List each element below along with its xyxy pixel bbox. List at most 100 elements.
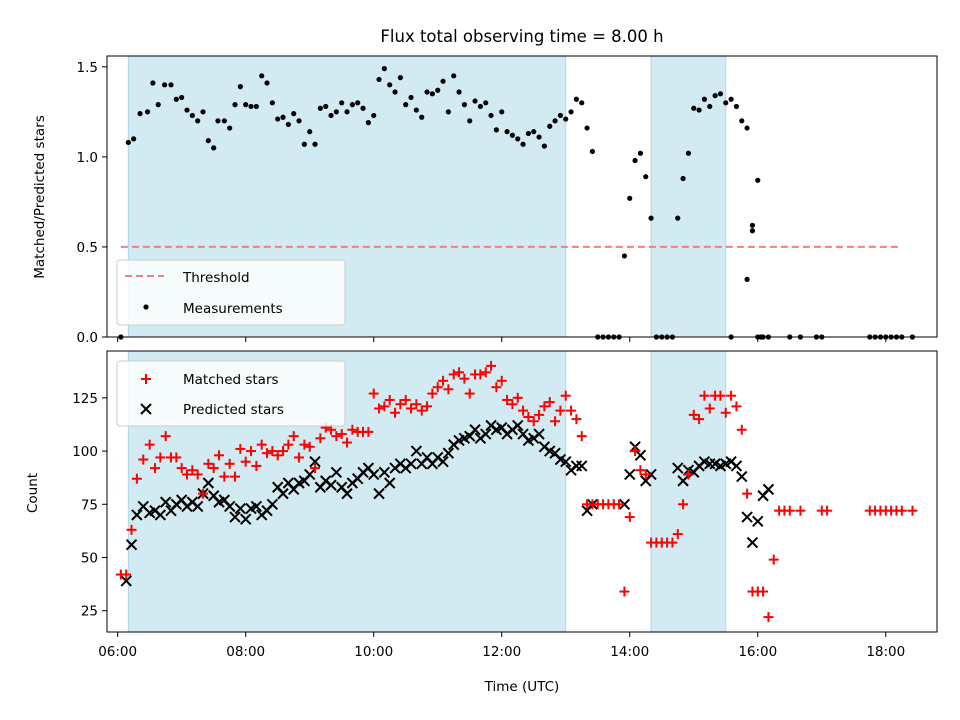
measurement-point-87 bbox=[589, 148, 596, 155]
bottom-y-tick-label-0: 25 bbox=[81, 604, 98, 620]
predicted-point-22 bbox=[239, 513, 252, 525]
measurement-point-112 bbox=[723, 100, 729, 106]
matched-point-103 bbox=[667, 537, 678, 548]
bottom-plot-area bbox=[115, 360, 918, 623]
matched-point-104 bbox=[672, 529, 683, 540]
matched-point-77 bbox=[528, 416, 539, 427]
measurement-point-95 bbox=[632, 157, 638, 164]
measurement-point-24 bbox=[253, 103, 259, 110]
predicted-point-84 bbox=[570, 460, 583, 472]
matched-point-58 bbox=[427, 388, 438, 399]
top-y-tick-label-3: 1.5 bbox=[77, 60, 98, 76]
matched-point-21 bbox=[230, 471, 241, 482]
predicted-point-73 bbox=[512, 419, 524, 432]
matched-point-6 bbox=[150, 463, 161, 474]
matched-point-74 bbox=[512, 392, 523, 403]
measurement-point-56 bbox=[424, 89, 430, 95]
measurement-point-86 bbox=[584, 125, 590, 131]
predicted-point-35 bbox=[309, 455, 321, 468]
measurement-point-54 bbox=[413, 107, 419, 113]
matched-point-69 bbox=[486, 360, 497, 371]
measurement-point-7 bbox=[162, 82, 168, 88]
bottom-y-tick-label-3: 100 bbox=[72, 444, 98, 460]
x-tick-label-0: 06:00 bbox=[98, 644, 137, 660]
measurement-point-76 bbox=[531, 129, 537, 135]
measurement-point-40 bbox=[339, 100, 345, 106]
measurements-legend-marker bbox=[143, 304, 149, 310]
measurement-point-64 bbox=[467, 118, 473, 124]
matched-point-95 bbox=[624, 512, 635, 523]
matched-point-5 bbox=[144, 439, 155, 450]
matched-point-135 bbox=[896, 505, 907, 516]
matched-point-120 bbox=[758, 586, 769, 597]
matched-point-28 bbox=[267, 446, 278, 457]
measurement-point-78 bbox=[541, 143, 548, 149]
predicted-point-59 bbox=[437, 455, 449, 468]
matched-point-13 bbox=[187, 465, 198, 476]
matched-point-109 bbox=[699, 390, 710, 401]
measurement-point-96 bbox=[637, 150, 644, 156]
predicted-point-29 bbox=[277, 487, 289, 500]
measurement-point-80 bbox=[552, 118, 558, 124]
measurement-point-13 bbox=[195, 118, 201, 124]
measurement-point-79 bbox=[547, 123, 553, 129]
bottom-axes-frame bbox=[106, 350, 938, 633]
matched-point-72 bbox=[502, 394, 513, 405]
measurement-point-94 bbox=[627, 195, 633, 201]
measurement-point-50 bbox=[392, 89, 398, 95]
measurement-point-69 bbox=[493, 127, 499, 133]
matched-point-22 bbox=[235, 443, 246, 454]
measurement-point-49 bbox=[387, 82, 393, 88]
top-legend: Threshold Measurements bbox=[116, 259, 346, 326]
matched-point-32 bbox=[288, 431, 299, 442]
measurement-point-51 bbox=[397, 75, 403, 81]
measurement-point-52 bbox=[403, 102, 409, 108]
measurement-point-12 bbox=[189, 112, 195, 119]
matched-point-110 bbox=[704, 403, 715, 414]
measurement-point-93 bbox=[621, 253, 628, 259]
measurement-point-108 bbox=[701, 96, 708, 102]
matched-point-136 bbox=[907, 505, 918, 516]
matched-point-3 bbox=[131, 473, 142, 484]
matched-point-117 bbox=[742, 488, 753, 499]
measurement-point-124 bbox=[755, 177, 761, 183]
predicted-point-15 bbox=[202, 477, 215, 489]
predicted-point-105 bbox=[730, 460, 743, 472]
predicted-point-67 bbox=[480, 428, 492, 440]
measurement-point-41 bbox=[344, 109, 350, 115]
matched-point-108 bbox=[694, 414, 705, 425]
matched-point-84 bbox=[566, 405, 577, 416]
x-tick-label-6: 18:00 bbox=[866, 644, 905, 660]
measurement-point-22 bbox=[243, 102, 249, 108]
measurement-point-82 bbox=[563, 116, 569, 122]
matched-point-10 bbox=[171, 452, 182, 463]
matched-point-94 bbox=[619, 586, 630, 597]
predicted-point-77 bbox=[533, 428, 545, 440]
predicted-point-21 bbox=[234, 502, 247, 515]
measurement-point-72 bbox=[509, 132, 515, 138]
matched-point-68 bbox=[480, 367, 491, 378]
measurement-point-6 bbox=[155, 102, 161, 108]
matched-point-43 bbox=[347, 424, 358, 435]
measurement-point-26 bbox=[264, 80, 270, 86]
predicted-point-34 bbox=[303, 468, 316, 481]
matched-point-7 bbox=[155, 452, 166, 463]
matched-point-62 bbox=[448, 369, 459, 380]
measurement-point-123 bbox=[749, 222, 756, 228]
measurement-point-36 bbox=[317, 105, 323, 111]
matched-point-70 bbox=[491, 382, 502, 393]
matched-point-23 bbox=[240, 456, 251, 467]
measurement-point-77 bbox=[536, 134, 542, 140]
matched-point-76 bbox=[523, 411, 534, 422]
matched-legend-label: Matched stars bbox=[183, 372, 279, 388]
measurement-point-19 bbox=[227, 125, 233, 131]
matched-point-53 bbox=[400, 394, 411, 405]
measurement-point-104 bbox=[680, 175, 686, 182]
measurement-point-59 bbox=[440, 78, 446, 84]
predicted-point-13 bbox=[191, 500, 204, 513]
predicted-point-82 bbox=[560, 455, 572, 468]
matched-point-82 bbox=[555, 405, 566, 416]
matched-point-56 bbox=[416, 405, 427, 416]
matched-point-50 bbox=[384, 394, 395, 405]
matched-point-27 bbox=[262, 448, 273, 459]
